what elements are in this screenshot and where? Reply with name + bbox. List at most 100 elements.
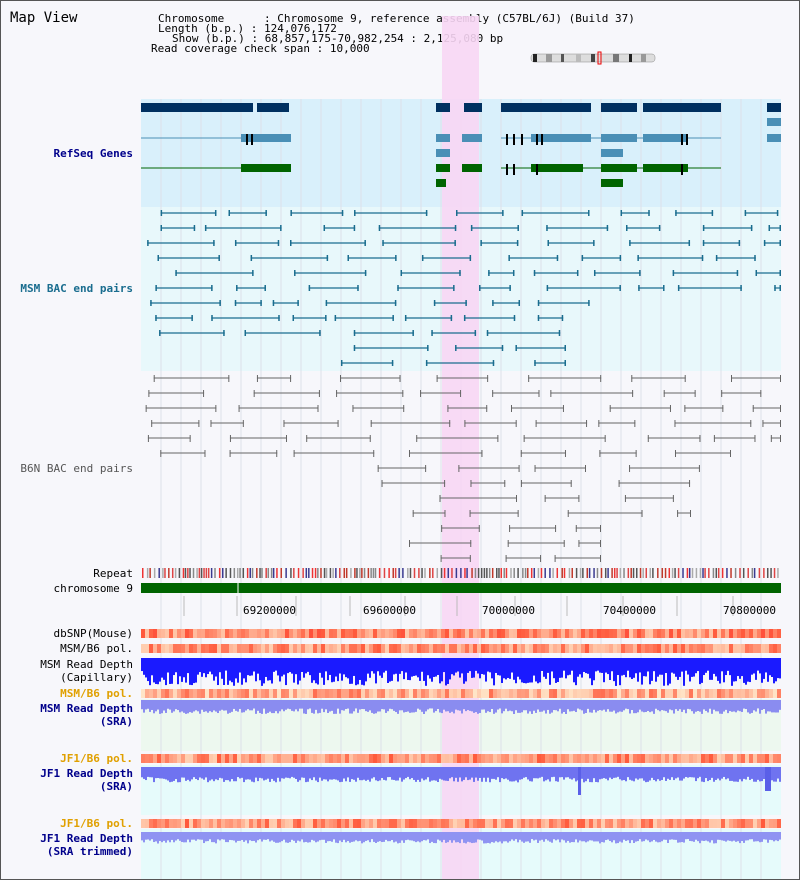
track-label-dbsnp[interactable]: dbSNP(Mouse) [53,627,133,640]
depth-bar [239,767,241,779]
depth-bar [523,658,525,684]
depth-bar [647,767,649,782]
heat-cell [253,644,257,653]
depth-bar [577,658,579,677]
depth-bar [297,767,299,782]
heat-cell [273,644,277,653]
repeat-element [325,568,328,578]
gene-exon-tick [513,164,515,175]
track-label-b6n-bac[interactable]: B6N BAC end pairs [20,462,133,475]
heat-cell [353,754,357,763]
heat-cell [237,689,241,698]
track-label-chromosome: chromosome 9 [53,582,133,595]
gene-exon-tick [506,134,508,145]
repeat-element [320,568,322,578]
heat-cell [741,629,745,638]
depth-bar [443,767,445,781]
depth-bar [233,767,235,782]
repeat-element [537,568,540,578]
track-label-msm-depth-capillary[interactable]: MSM Read Depth [40,658,133,671]
heat-cell [265,689,269,698]
depth-bar [187,700,189,714]
repeat-element [464,568,466,578]
heat-cell [457,629,461,638]
heat-cell [305,644,309,653]
depth-bar [717,767,719,779]
depth-bar [437,832,439,840]
depth-bar [497,700,499,710]
track-label-msm-depth-sra[interactable]: MSM Read Depth [40,702,133,715]
depth-bar [307,832,309,843]
heat-cell [501,629,505,638]
track-label-msm-b6-pol-2[interactable]: MSM/B6 pol. [60,687,133,700]
track-label-msm-b6-pol-1[interactable]: MSM/B6 pol. [60,642,133,655]
heat-cell [533,644,537,653]
depth-bar [447,700,449,712]
heat-cell [713,629,717,638]
bac-end-marker [517,225,519,231]
depth-bar [697,832,699,842]
track-label-jf1-pol-1[interactable]: JF1/B6 pol. [60,752,133,765]
bac-end-marker [584,465,586,472]
depth-bar [547,700,549,710]
repeat-element [753,568,756,578]
depth-bar [721,658,723,672]
depth-bar [189,700,191,713]
depth-bar [449,700,451,713]
depth-bar [577,700,579,709]
track-label-msm-bac[interactable]: MSM BAC end pairs [20,282,133,295]
depth-bar [543,700,545,711]
heat-cell [357,819,361,828]
heat-cell [173,629,177,638]
depth-bar [377,832,379,842]
depth-bar [307,767,309,782]
bac-end-marker [593,270,596,276]
repeat-element [361,568,363,578]
heat-cell [665,754,669,763]
depth-bar [763,700,765,710]
heat-cell [633,629,637,638]
repeat-element [770,568,772,578]
depth-bar [625,832,627,841]
bac-end-marker [672,270,675,276]
heat-cell [673,819,677,828]
depth-bar [253,767,255,783]
depth-bar [227,658,229,685]
depth-bar [777,767,779,779]
depth-bar [309,767,311,779]
heat-cell [597,629,601,638]
heat-cell [177,689,181,698]
heat-cell [497,629,501,638]
depth-bar [159,832,161,841]
depth-bar [717,832,719,840]
depth-bar [639,658,641,673]
depth-bar [185,767,187,781]
bac-end-marker [256,375,258,382]
track-label-jf1-pol-2[interactable]: JF1/B6 pol. [60,817,133,830]
heat-cell [165,754,169,763]
track-label-repeat[interactable]: Repeat [93,567,133,580]
depth-bar [565,767,567,778]
track-label-jf1-depth[interactable]: JF1 Read Depth [40,767,133,780]
track-label-jf1-trimmed[interactable]: JF1 Read Depth [40,832,133,845]
heat-cell [769,644,773,653]
depth-bar [735,767,737,782]
depth-bar [211,658,213,675]
bac-end-marker [544,495,546,502]
heat-cell [289,644,293,653]
heat-cell [509,689,513,698]
chromosome-bar [141,583,781,593]
depth-bar [211,832,213,843]
heat-cell [261,644,265,653]
track-label-refseq[interactable]: RefSeq Genes [53,147,133,160]
depth-bar [633,658,635,678]
depth-bar [529,767,531,782]
depth-bar [751,658,753,675]
depth-bar [563,767,565,780]
heat-cell [461,754,465,763]
heat-cell [637,629,641,638]
bac-end-marker [353,345,356,351]
depth-bar [211,767,213,780]
